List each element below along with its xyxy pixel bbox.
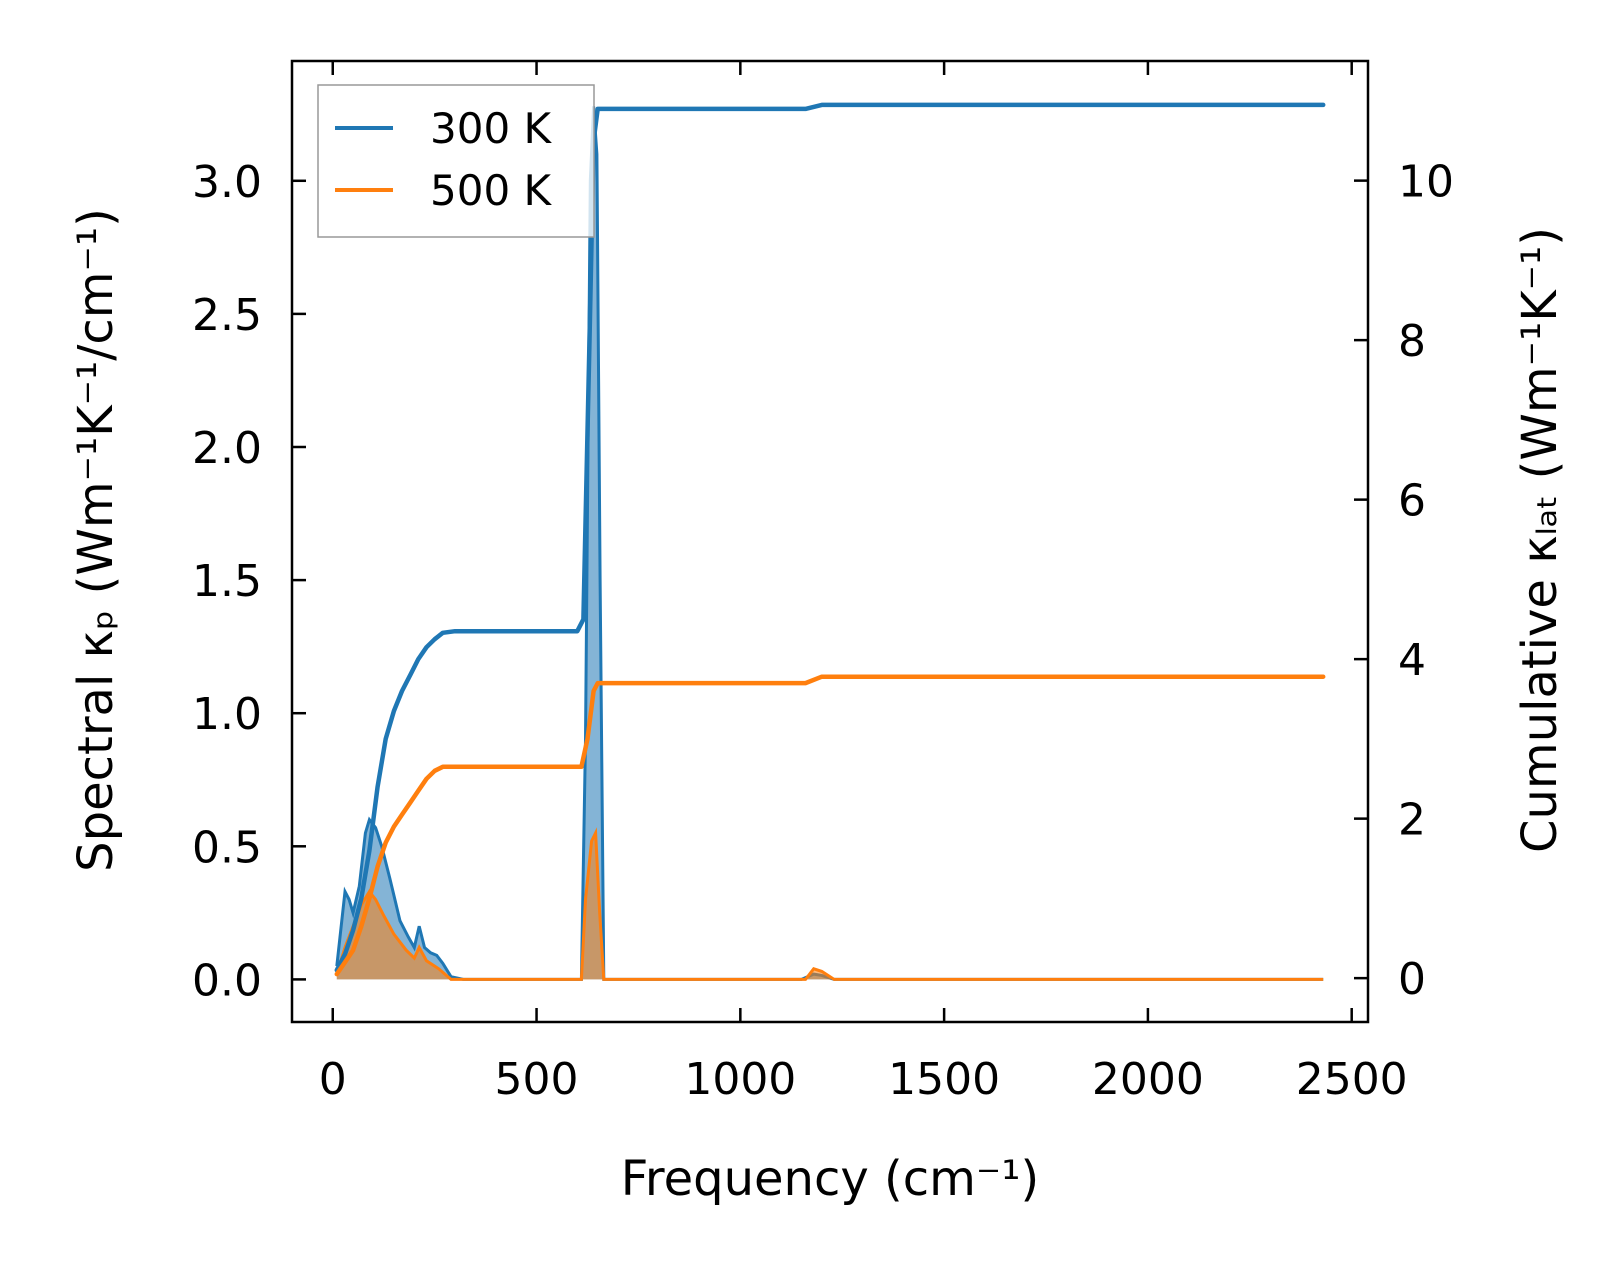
legend-label-300k: 300 K bbox=[430, 104, 553, 153]
right-y-axis-title: Cumulative κₗₐₜ (Wm⁻¹K⁻¹) bbox=[1512, 227, 1568, 853]
y-tick-label-left: 0.5 bbox=[192, 822, 262, 873]
y-tick-label-left: 1.0 bbox=[192, 689, 262, 740]
legend: 300 K 500 K bbox=[317, 84, 595, 238]
spectral-line-1 bbox=[335, 827, 1324, 981]
x-tick-label: 0 bbox=[319, 1054, 347, 1105]
y-tick-label-left: 1.5 bbox=[192, 556, 262, 607]
spectral-line-0 bbox=[335, 106, 1324, 981]
legend-label-500k: 500 K bbox=[430, 166, 553, 215]
x-tick-label: 2500 bbox=[1296, 1054, 1408, 1105]
x-tick-label: 2000 bbox=[1092, 1054, 1204, 1105]
legend-box bbox=[317, 84, 595, 238]
y-tick-label-left: 3.0 bbox=[192, 157, 262, 208]
x-axis-title: Frequency (cm⁻¹) bbox=[621, 1151, 1039, 1207]
y-tick-label-right: 0 bbox=[1398, 954, 1426, 1005]
y-tick-label-left: 2.0 bbox=[192, 423, 262, 474]
y-tick-label-right: 10 bbox=[1398, 157, 1454, 208]
x-tick-label: 1000 bbox=[684, 1054, 796, 1105]
plot-frame bbox=[290, 59, 1370, 1024]
y-tick-label-right: 4 bbox=[1398, 635, 1426, 686]
spectral-area-1 bbox=[336, 833, 1324, 980]
y-tick-label-right: 6 bbox=[1398, 476, 1426, 527]
y-tick-label-left: 0.0 bbox=[192, 955, 262, 1006]
series-lines bbox=[334, 102, 1326, 977]
cumulative-line-0 bbox=[334, 102, 1326, 973]
left-y-axis-title: Spectral κₚ (Wm⁻¹K⁻¹/cm⁻¹) bbox=[68, 208, 124, 872]
y-tick-label-right: 2 bbox=[1398, 795, 1426, 846]
y-tick-label-right: 8 bbox=[1398, 316, 1426, 367]
x-tick-label: 500 bbox=[495, 1054, 579, 1105]
x-tick-label: 1500 bbox=[888, 1054, 1000, 1105]
cumulative-line-1 bbox=[334, 674, 1326, 977]
axis-ticks: 0 500 1000 1500 2000 2500 0.0 0.5 1.0 1.5 2.0 2.5 3.… bbox=[192, 61, 1454, 1105]
y-tick-label-left: 2.5 bbox=[192, 290, 262, 341]
